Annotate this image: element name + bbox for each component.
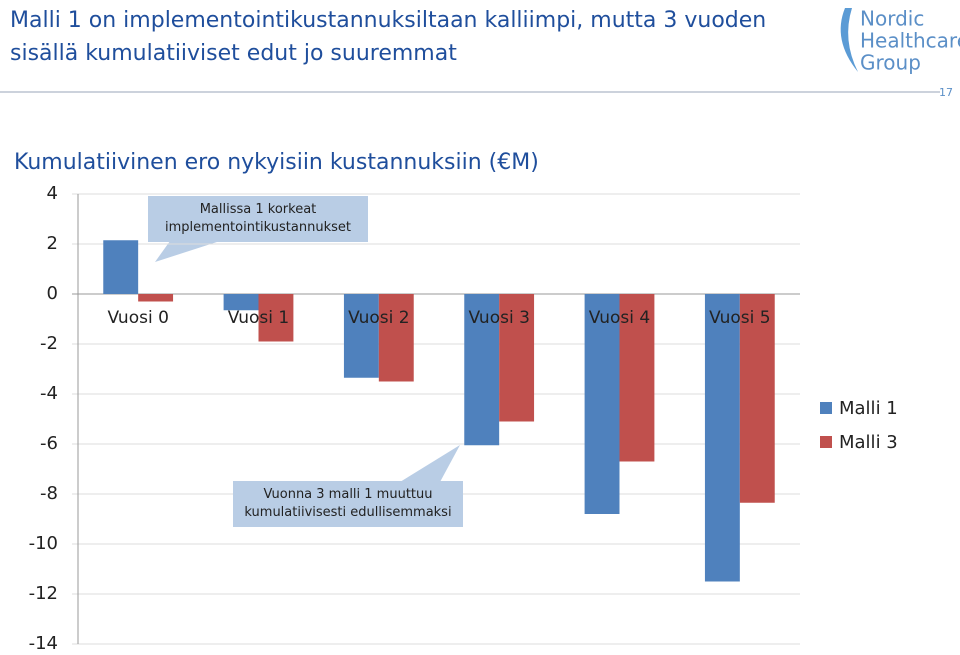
bar xyxy=(584,294,620,514)
y-tick-label: -8 xyxy=(40,483,58,504)
legend-label: Malli 1 xyxy=(839,398,898,419)
bar xyxy=(138,294,174,302)
y-tick-label: -14 xyxy=(29,633,58,654)
logo-text: Healthcare xyxy=(860,29,960,53)
y-tick-label: -4 xyxy=(40,383,58,404)
chart-subtitle: Kumulatiivinen ero nykyisiin kustannuksi… xyxy=(14,150,539,175)
y-tick-label: 2 xyxy=(47,233,58,254)
bar xyxy=(464,294,500,446)
legend-swatch xyxy=(820,436,832,448)
bar xyxy=(704,294,740,582)
y-tick-label: 4 xyxy=(47,183,58,204)
callout-pointer xyxy=(400,445,460,482)
x-tick-label: Vuosi 1 xyxy=(228,308,289,328)
x-tick-label: Vuosi 5 xyxy=(709,308,770,328)
bar xyxy=(499,294,535,422)
y-tick-label: -12 xyxy=(29,583,58,604)
legend-swatch xyxy=(820,402,832,414)
bar xyxy=(223,294,259,311)
bar xyxy=(378,294,414,382)
logo-mark xyxy=(840,8,858,72)
logo-text: Nordic xyxy=(860,7,924,31)
bar xyxy=(739,294,775,503)
y-tick-label: -6 xyxy=(40,433,58,454)
annotation: Mallissa 1 korkeat implementointikustann… xyxy=(148,196,368,242)
bar xyxy=(103,240,139,294)
x-tick-label: Vuosi 3 xyxy=(468,308,529,328)
annotation: Vuonna 3 malli 1 muuttuu kumulatiivisest… xyxy=(233,481,463,527)
legend-label: Malli 3 xyxy=(839,432,898,453)
page-number: 17 xyxy=(939,86,953,99)
y-tick-label: -2 xyxy=(40,333,58,354)
bar xyxy=(619,294,655,462)
callout-pointer xyxy=(155,241,220,262)
slide-title: Malli 1 on implementointikustannuksiltaa… xyxy=(10,8,767,66)
x-tick-label: Vuosi 0 xyxy=(107,308,168,328)
x-tick-label: Vuosi 4 xyxy=(589,308,650,328)
bar xyxy=(258,294,294,342)
y-tick-label: -10 xyxy=(29,533,58,554)
y-tick-label: 0 xyxy=(47,283,58,304)
logo-text: Group xyxy=(860,51,921,75)
x-tick-label: Vuosi 2 xyxy=(348,308,409,328)
bar xyxy=(343,294,379,378)
